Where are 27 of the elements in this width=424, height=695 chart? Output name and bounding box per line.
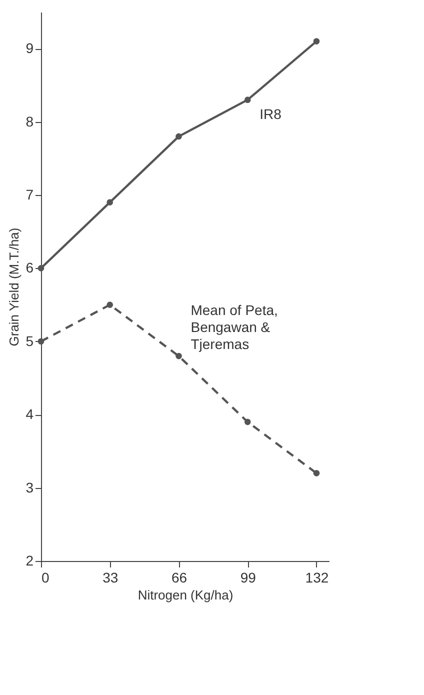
series-label: IR8 [260, 106, 282, 122]
y-tick-label: 6 [26, 260, 34, 276]
point [313, 470, 320, 476]
point [313, 38, 320, 44]
point [176, 133, 182, 140]
point [38, 265, 44, 272]
point [176, 352, 182, 360]
point [38, 338, 44, 345]
x-tick-label: 33 [102, 570, 118, 586]
point [106, 302, 114, 308]
x-tick-label: 132 [305, 570, 329, 586]
y-tick-label: 4 [26, 406, 34, 422]
x-tick-label: 0 [42, 570, 50, 586]
x-tick-label: 99 [240, 570, 256, 586]
x-axis-title: Nitrogen (Kg/ha) [138, 588, 234, 602]
y-tick-label: 2 [26, 552, 34, 568]
point [106, 199, 114, 206]
y-tick-label: 9 [26, 40, 34, 56]
y-axis-title: Grain Yield (M.T./ha) [6, 228, 22, 346]
point [244, 96, 251, 103]
y-tick-label: 7 [26, 186, 34, 202]
y-tick-label: 5 [26, 332, 34, 349]
y-tick-label: 3 [26, 479, 34, 496]
point [244, 418, 251, 426]
series-label: Mean of Peta, Bengawan & Tjeremas [190, 302, 278, 352]
x-tick-label: 66 [171, 570, 188, 586]
y-tick-label: 8 [26, 113, 34, 130]
